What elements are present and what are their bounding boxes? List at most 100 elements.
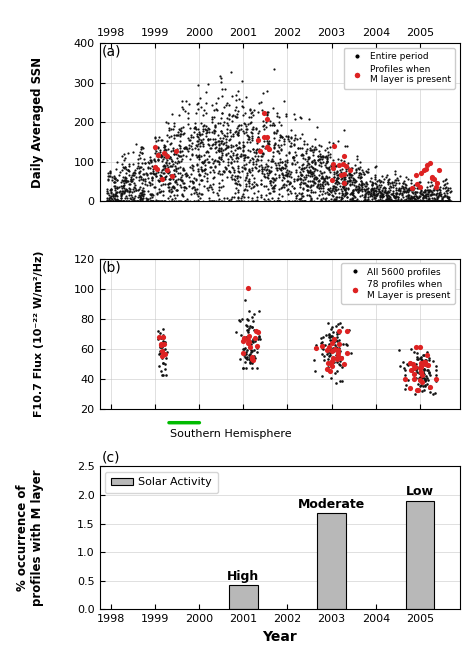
- Point: [161, 339, 168, 350]
- Point: [429, 196, 437, 206]
- Point: [149, 196, 157, 206]
- Point: [238, 165, 246, 176]
- Point: [363, 196, 370, 206]
- Point: [309, 166, 316, 177]
- Point: [154, 166, 162, 177]
- Point: [194, 190, 202, 201]
- Point: [407, 184, 415, 195]
- Point: [194, 79, 202, 90]
- Point: [246, 155, 254, 165]
- Point: [425, 186, 432, 197]
- Point: [323, 186, 331, 197]
- Point: [444, 196, 451, 206]
- Point: [157, 135, 164, 145]
- Point: [362, 165, 369, 176]
- Point: [144, 172, 151, 183]
- Point: [307, 143, 314, 153]
- Point: [323, 192, 330, 203]
- Point: [116, 166, 124, 177]
- Point: [237, 193, 245, 204]
- Point: [303, 180, 310, 191]
- Point: [331, 161, 338, 171]
- Point: [433, 196, 440, 206]
- Point: [290, 153, 297, 163]
- Point: [140, 154, 148, 165]
- Point: [260, 141, 267, 151]
- Point: [215, 184, 223, 195]
- Point: [246, 321, 254, 332]
- Point: [209, 196, 217, 206]
- Point: [407, 196, 415, 206]
- Point: [429, 195, 437, 206]
- Point: [107, 185, 114, 196]
- Point: [194, 151, 202, 161]
- Point: [410, 196, 418, 206]
- Point: [137, 165, 144, 176]
- Point: [368, 184, 376, 194]
- Legend: All 5600 profiles, 78 profiles when
M Layer is present: All 5600 profiles, 78 profiles when M La…: [341, 263, 455, 304]
- Point: [301, 178, 309, 188]
- Point: [210, 112, 217, 123]
- Point: [334, 350, 342, 360]
- Point: [255, 132, 262, 143]
- Point: [341, 177, 349, 188]
- Point: [235, 121, 242, 131]
- Point: [300, 172, 308, 182]
- Point: [263, 161, 271, 171]
- Point: [242, 363, 250, 374]
- Point: [212, 196, 219, 206]
- Point: [410, 182, 418, 193]
- Point: [248, 128, 255, 139]
- Point: [233, 172, 241, 183]
- Point: [339, 182, 347, 192]
- Point: [243, 320, 251, 331]
- Point: [434, 185, 441, 196]
- Point: [107, 190, 114, 201]
- Point: [182, 182, 190, 193]
- Point: [242, 178, 249, 189]
- Point: [407, 196, 415, 206]
- Point: [246, 356, 254, 367]
- Point: [265, 144, 273, 155]
- Point: [222, 163, 229, 174]
- Point: [138, 196, 146, 206]
- Point: [392, 195, 399, 206]
- Point: [188, 137, 196, 148]
- Point: [118, 185, 126, 196]
- Point: [225, 160, 232, 170]
- Point: [419, 196, 427, 206]
- Point: [384, 193, 392, 204]
- Point: [275, 196, 283, 206]
- Point: [435, 165, 443, 175]
- Point: [173, 144, 181, 155]
- Point: [251, 353, 259, 364]
- Point: [379, 196, 386, 206]
- Point: [337, 196, 345, 206]
- Point: [317, 168, 325, 178]
- Point: [427, 190, 434, 200]
- Point: [254, 135, 262, 146]
- Point: [349, 170, 356, 180]
- Point: [144, 196, 151, 206]
- Point: [265, 165, 273, 176]
- Point: [208, 154, 215, 165]
- Point: [160, 149, 167, 159]
- Point: [340, 359, 348, 370]
- Point: [273, 196, 281, 206]
- Point: [245, 131, 252, 142]
- Point: [374, 196, 382, 206]
- Point: [223, 172, 231, 182]
- Point: [282, 150, 290, 161]
- Point: [331, 196, 338, 206]
- Point: [164, 144, 172, 155]
- Point: [429, 185, 437, 196]
- Point: [387, 196, 394, 206]
- Point: [258, 162, 265, 172]
- Point: [301, 196, 308, 206]
- Point: [219, 133, 227, 143]
- Point: [354, 172, 362, 182]
- Point: [223, 124, 231, 135]
- Point: [155, 184, 163, 194]
- Point: [291, 182, 298, 193]
- Point: [159, 174, 167, 185]
